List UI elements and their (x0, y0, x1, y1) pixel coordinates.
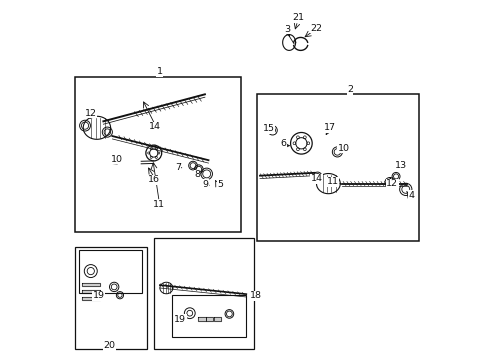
Text: 22: 22 (310, 23, 322, 32)
Circle shape (188, 161, 197, 170)
Circle shape (147, 152, 149, 154)
Circle shape (306, 142, 309, 145)
Circle shape (102, 127, 112, 137)
Circle shape (267, 126, 277, 135)
Circle shape (295, 138, 306, 149)
Circle shape (201, 168, 212, 180)
Text: 8: 8 (194, 170, 200, 179)
Circle shape (155, 156, 157, 158)
Text: 5: 5 (217, 180, 223, 189)
Text: 18: 18 (249, 292, 262, 300)
Circle shape (149, 149, 158, 157)
Circle shape (84, 265, 97, 278)
Circle shape (313, 172, 321, 181)
Text: 12: 12 (386, 179, 397, 188)
Text: 7: 7 (175, 163, 181, 172)
Polygon shape (205, 317, 213, 321)
Polygon shape (213, 317, 220, 321)
Bar (75, 247, 147, 349)
Circle shape (80, 120, 90, 131)
Circle shape (158, 152, 160, 154)
Text: 6: 6 (280, 139, 286, 148)
Circle shape (303, 148, 305, 151)
Circle shape (384, 177, 394, 188)
Text: 11: 11 (153, 200, 165, 209)
Circle shape (150, 148, 152, 150)
Text: 21: 21 (292, 13, 304, 22)
Polygon shape (82, 283, 100, 286)
Text: 13: 13 (394, 161, 406, 170)
Bar (79, 250, 142, 293)
Text: 20: 20 (103, 341, 115, 350)
Polygon shape (82, 290, 100, 293)
Polygon shape (82, 297, 100, 300)
Bar (75, 77, 241, 232)
Text: 2: 2 (346, 85, 352, 94)
Text: 17: 17 (323, 123, 335, 132)
Circle shape (184, 308, 195, 319)
Polygon shape (160, 282, 172, 294)
Circle shape (116, 292, 123, 299)
Circle shape (391, 172, 399, 180)
Circle shape (296, 148, 299, 151)
Circle shape (290, 132, 311, 154)
Circle shape (87, 267, 94, 275)
Text: 3: 3 (284, 25, 289, 34)
Circle shape (194, 165, 203, 174)
Polygon shape (282, 35, 295, 50)
Text: 14: 14 (310, 174, 322, 183)
Circle shape (292, 142, 295, 145)
Circle shape (399, 183, 411, 195)
Text: 16: 16 (147, 175, 160, 184)
Circle shape (332, 147, 342, 157)
Text: 10: 10 (337, 144, 349, 153)
Text: 11: 11 (326, 177, 338, 186)
Bar (154, 238, 253, 349)
Text: 14: 14 (149, 122, 161, 131)
Text: 1: 1 (157, 68, 163, 77)
Circle shape (296, 136, 299, 139)
Circle shape (224, 310, 233, 318)
Circle shape (303, 136, 305, 139)
Text: 19: 19 (93, 292, 104, 300)
Polygon shape (83, 116, 110, 139)
Circle shape (155, 148, 157, 150)
Bar (257, 94, 418, 241)
Circle shape (109, 282, 119, 292)
Circle shape (145, 145, 162, 161)
Polygon shape (198, 317, 205, 321)
Text: 12: 12 (84, 109, 97, 118)
Circle shape (186, 310, 192, 316)
Circle shape (150, 156, 152, 158)
Bar (172, 295, 246, 337)
Text: 15: 15 (263, 124, 274, 133)
Text: 19: 19 (174, 315, 186, 324)
Text: 4: 4 (407, 191, 413, 199)
Text: 10: 10 (110, 154, 122, 163)
Text: 9: 9 (202, 180, 208, 189)
Polygon shape (316, 174, 340, 194)
